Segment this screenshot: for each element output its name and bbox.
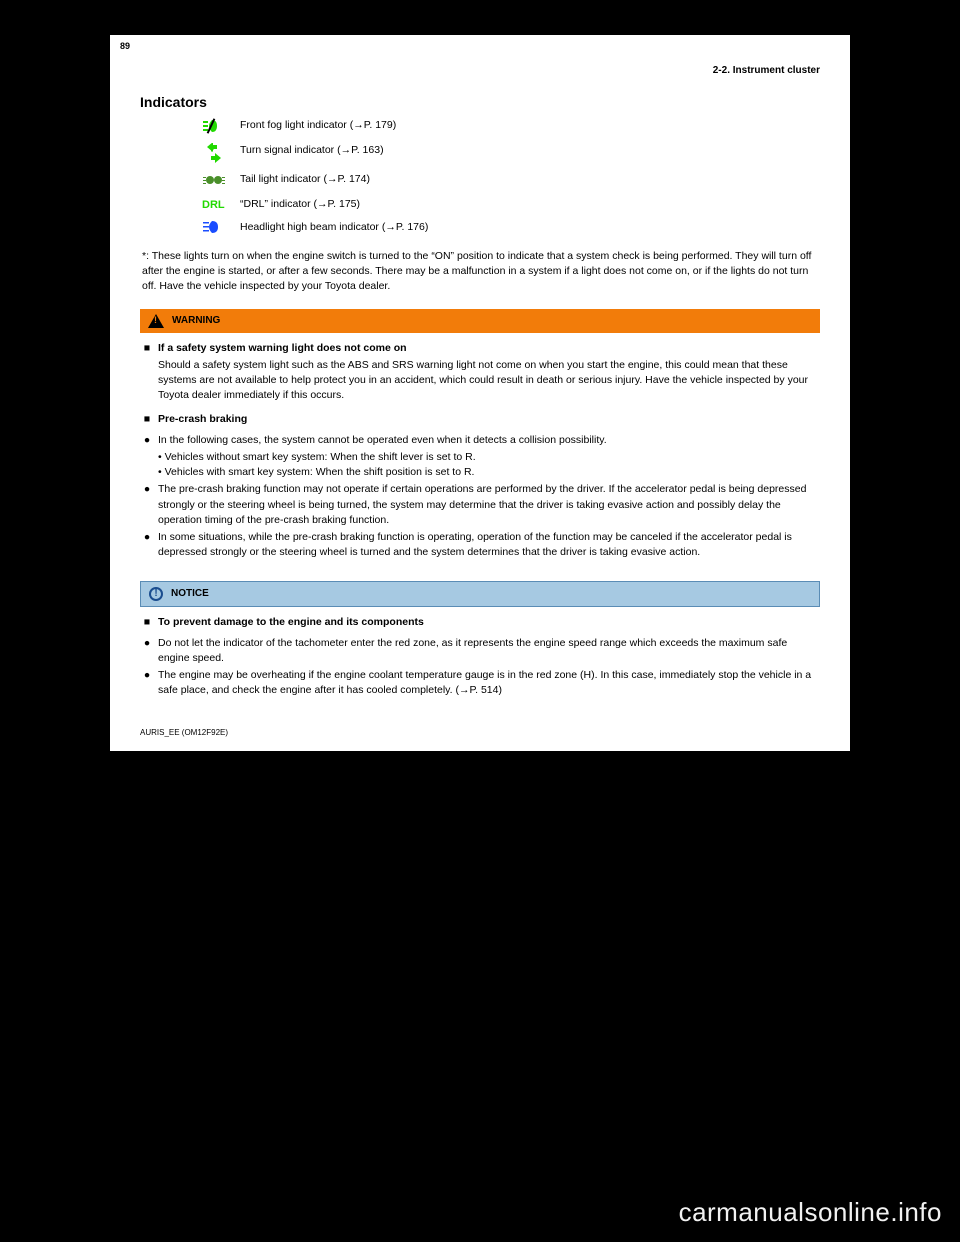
indicator-row: Turn signal indicator (→P. 163) (200, 143, 820, 168)
warning-triangle-icon (148, 314, 164, 328)
warning-bullet: ●The pre-crash braking function may not … (142, 482, 818, 528)
turn-signal-icon (200, 143, 228, 168)
indicator-row: Front fog light indicator (→P. 179) (200, 118, 820, 139)
warning-lead: If a safety system warning light does no… (158, 341, 407, 356)
indicators-footnote: *: These lights turn on when the engine … (142, 249, 820, 295)
warning-bullets-title: Pre-crash braking (158, 412, 247, 427)
indicator-label: Front fog light indicator (→P. 179) (240, 118, 396, 132)
front-fog-icon (200, 118, 228, 139)
indicator-label: Headlight high beam indicator (→P. 176) (240, 220, 428, 234)
notice-header: ! NOTICE (140, 581, 820, 607)
warning-title: WARNING (172, 315, 220, 326)
warning-body: ■If a safety system warning light does n… (140, 333, 820, 567)
watermark: carmanualsonline.info (679, 1197, 942, 1228)
warning-sub: • Vehicles with smart key system: When t… (158, 465, 818, 480)
warning-bullet: ●In some situations, while the pre-crash… (142, 530, 818, 560)
indicator-row: Tail light indicator (→P. 174) (200, 172, 820, 193)
warning-text: Should a safety system light such as the… (158, 358, 818, 404)
manual-page: 89 2-2. Instrument cluster Indicators Fr… (110, 35, 850, 751)
indicators-title: Indicators (140, 94, 820, 110)
warning-header: WARNING (140, 309, 820, 333)
notice-body: ■To prevent damage to the engine and its… (140, 607, 820, 705)
warning-bullet: ●In the following cases, the system cann… (142, 433, 818, 448)
footer-code: AURIS_EE (OM12F92E) (140, 728, 228, 737)
indicator-label: “DRL” indicator (→P. 175) (240, 197, 360, 211)
warning-sub: • Vehicles without smart key system: Whe… (158, 450, 818, 465)
high-beam-icon (200, 220, 228, 239)
indicator-row: Headlight high beam indicator (→P. 176) (200, 220, 820, 239)
notice-lead: To prevent damage to the engine and its … (158, 615, 424, 630)
notice-box: ! NOTICE ■To prevent damage to the engin… (140, 581, 820, 705)
page-header: 2-2. Instrument cluster (140, 65, 820, 76)
tail-light-icon (200, 172, 228, 193)
header-section: 2-2. Instrument cluster (713, 65, 820, 76)
notice-title: NOTICE (171, 588, 209, 599)
warning-box: WARNING ■If a safety system warning ligh… (140, 309, 820, 567)
notice-circle-icon: ! (149, 587, 163, 601)
notice-bullet: ●The engine may be overheating if the en… (142, 668, 818, 698)
notice-bullet: ●Do not let the indicator of the tachome… (142, 636, 818, 666)
indicator-row: DRL “DRL” indicator (→P. 175) (200, 197, 820, 216)
indicator-label: Tail light indicator (→P. 174) (240, 172, 370, 186)
indicator-label: Turn signal indicator (→P. 163) (240, 143, 384, 157)
drl-icon: DRL (200, 197, 228, 216)
page-number: 89 (120, 41, 130, 51)
svg-text:DRL: DRL (202, 199, 225, 211)
